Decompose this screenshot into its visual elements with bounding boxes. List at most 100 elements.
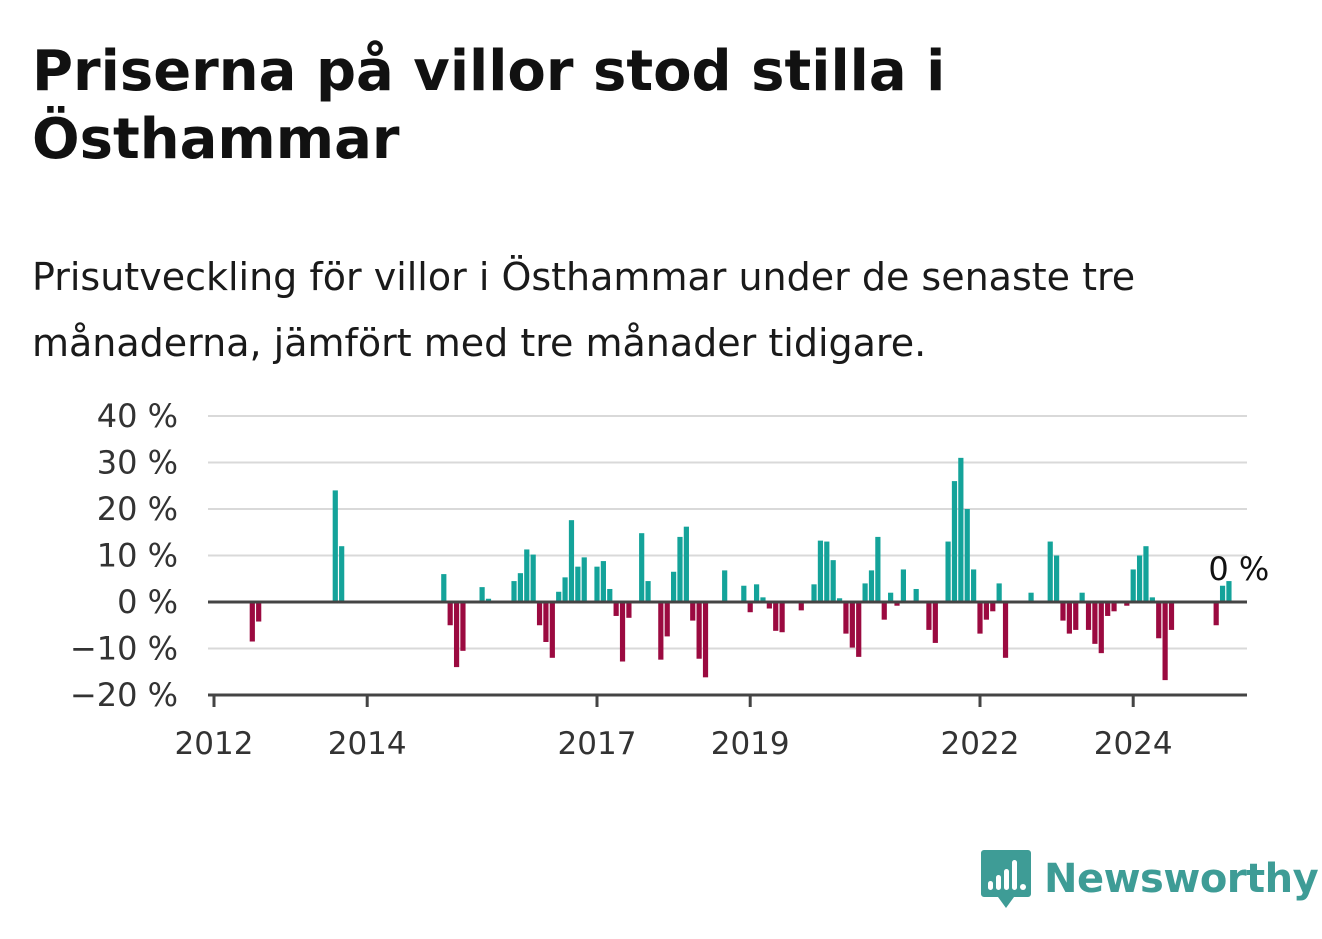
x-tick-label: 2014 <box>328 726 407 762</box>
bar <box>1168 602 1175 630</box>
bar <box>773 602 779 631</box>
bar <box>1124 602 1130 606</box>
bar <box>460 602 466 651</box>
bar <box>453 602 460 668</box>
y-tick-label: −20 % <box>70 676 178 714</box>
x-tick-label: 2022 <box>941 726 1020 762</box>
bar <box>549 602 555 658</box>
labels: 40 % 30 % 20 % 10 % 0 % −10 % −20 % 2012 2014 201… <box>70 397 1269 762</box>
bar <box>983 602 989 620</box>
bar <box>1111 602 1117 612</box>
bar <box>1092 602 1098 644</box>
bar <box>658 602 664 660</box>
bar <box>779 602 785 633</box>
bar <box>485 598 492 602</box>
bar <box>332 490 338 602</box>
bar <box>1098 602 1104 654</box>
bar <box>575 566 581 602</box>
x-tick-label: 2017 <box>558 726 637 762</box>
bar <box>671 571 677 602</box>
bar <box>913 588 919 602</box>
bar <box>894 602 900 606</box>
bar <box>1066 602 1072 634</box>
bar <box>517 573 523 602</box>
bar <box>536 602 543 626</box>
bar <box>856 602 862 657</box>
bar <box>1105 602 1111 616</box>
bar <box>926 602 932 630</box>
bar <box>951 481 958 602</box>
bar <box>900 569 906 602</box>
bar <box>1047 541 1053 602</box>
bar <box>556 591 562 602</box>
bar <box>702 602 709 678</box>
newsworthy-chart-bubble-icon <box>981 850 1031 908</box>
bar <box>849 602 855 648</box>
bar <box>1156 602 1162 639</box>
bar <box>441 574 447 602</box>
bar <box>256 602 262 622</box>
bar <box>1143 546 1149 602</box>
bar <box>447 602 453 626</box>
bar <box>1079 592 1085 602</box>
bar <box>683 526 689 602</box>
bar <box>1149 597 1155 602</box>
bar <box>945 541 951 602</box>
bar <box>645 581 651 602</box>
bar <box>1085 602 1092 630</box>
bar <box>1219 585 1226 602</box>
bar <box>760 597 766 602</box>
bar <box>511 581 517 602</box>
bar <box>479 587 485 602</box>
newsworthy-logo: Newsworthy <box>980 848 1319 910</box>
bar <box>690 602 696 621</box>
bar <box>817 540 824 602</box>
bar <box>339 546 345 602</box>
bar <box>524 549 530 602</box>
y-tick-label: −10 % <box>70 630 178 668</box>
bars <box>249 457 1232 681</box>
bar <box>741 585 747 602</box>
bar <box>607 588 613 602</box>
bar <box>530 554 536 602</box>
bar <box>600 561 606 602</box>
bar <box>811 584 817 602</box>
bar <box>1130 569 1136 602</box>
bar <box>971 569 977 602</box>
bar <box>1060 602 1066 621</box>
bar <box>1028 592 1034 602</box>
bar <box>626 602 632 618</box>
bar <box>990 602 996 612</box>
bar <box>830 560 836 602</box>
y-tick-label: 40 % <box>97 397 178 435</box>
bar <box>1162 602 1168 681</box>
bar <box>836 598 843 602</box>
bar-chart: 40 % 30 % 20 % 10 % 0 % −10 % −20 % 2012 2014 201… <box>70 397 1269 762</box>
bar <box>696 602 702 659</box>
bar <box>958 457 964 602</box>
bar <box>932 602 938 643</box>
axes <box>208 600 1247 707</box>
x-tick-label: 2024 <box>1094 726 1173 762</box>
bar <box>249 602 255 642</box>
bar <box>1213 602 1219 626</box>
bar <box>753 584 760 602</box>
bar <box>996 583 1002 602</box>
bar <box>664 602 670 637</box>
chart-title: Priserna på villor stod stilla i Östhamm… <box>32 39 946 172</box>
chart-subtitle: Prisutveckling för villor i Östhammar un… <box>32 255 1136 365</box>
bar <box>888 592 894 602</box>
bar <box>766 602 772 609</box>
bar <box>1226 581 1232 602</box>
bar <box>1136 555 1143 602</box>
y-tick-label: 30 % <box>97 444 178 482</box>
bar <box>977 602 983 634</box>
bar <box>843 602 849 634</box>
bar <box>568 520 575 602</box>
bar <box>747 602 753 613</box>
bar <box>543 602 549 642</box>
bar <box>798 602 804 611</box>
bar <box>619 602 626 662</box>
last-value-label: 0 % <box>1208 550 1269 588</box>
bar <box>562 577 568 602</box>
